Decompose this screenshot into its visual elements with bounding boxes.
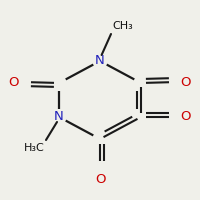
Text: O: O: [181, 110, 191, 123]
Text: H₃C: H₃C: [24, 143, 45, 153]
Text: O: O: [95, 173, 105, 186]
Text: N: N: [54, 110, 64, 123]
Text: O: O: [8, 75, 19, 88]
Text: O: O: [181, 75, 191, 88]
Text: CH₃: CH₃: [112, 21, 133, 31]
Text: N: N: [95, 54, 105, 68]
